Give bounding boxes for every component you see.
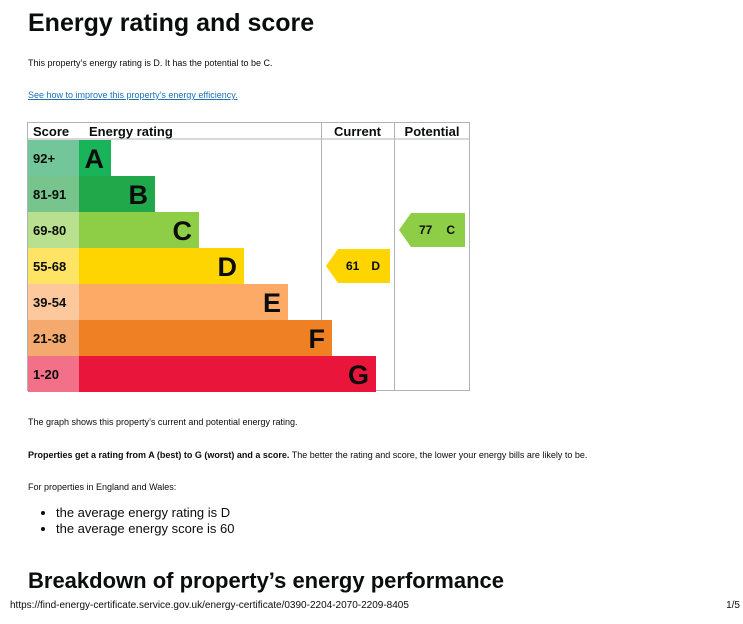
current-rating-arrow <box>326 249 390 283</box>
average-rating-item: the average energy rating is D <box>56 505 235 521</box>
rating-explanation: Properties get a rating from A (best) to… <box>28 449 587 461</box>
current-rating-score: 61 <box>346 259 360 273</box>
current-rating-letter: D <box>371 259 380 273</box>
averages-list: the average energy rating is D the avera… <box>28 505 235 537</box>
band-letter-f: F <box>309 324 326 354</box>
band-bar-g <box>79 356 376 392</box>
band-letter-c: C <box>173 216 193 246</box>
rating-bands: 92+ A 81-91 B 69-80 C 55-68 D 39-54 E 21-38 F 1-20 G <box>28 140 376 392</box>
score-header: Score <box>33 124 69 139</box>
band-score-cell-f <box>28 320 79 356</box>
band-score-cell-g <box>28 356 79 392</box>
band-bar-d <box>79 248 244 284</box>
band-score-cell-b <box>28 176 79 212</box>
rating-arrows: 61 D 77 C <box>326 213 465 283</box>
band-score-cell-e <box>28 284 79 320</box>
energy-rating-header: Energy rating <box>89 124 173 139</box>
band-range-f: 21-38 <box>33 331 66 346</box>
band-score-cell-a <box>28 140 79 176</box>
chart-headers: Score Energy rating Current Potential <box>33 124 459 139</box>
improve-efficiency-link-text[interactable]: See how to improve this property’s energ… <box>28 90 238 100</box>
band-score-cell-c <box>28 212 79 248</box>
band-bar-f <box>79 320 332 356</box>
improve-efficiency-link[interactable]: See how to improve this property’s energ… <box>28 89 238 101</box>
band-range-d: 55-68 <box>33 259 66 274</box>
rating-explanation-bold: Properties get a rating from A (best) to… <box>28 450 290 460</box>
band-letter-e: E <box>263 288 281 318</box>
potential-rating-score: 77 <box>419 223 433 237</box>
current-header: Current <box>334 124 382 139</box>
band-bar-c <box>79 212 199 248</box>
average-score-item: the average energy score is 60 <box>56 521 235 537</box>
band-letter-g: G <box>348 360 369 390</box>
potential-rating-arrow <box>399 213 465 247</box>
energy-rating-chart: Score Energy rating Current Potential 92+ A 8… <box>27 122 470 392</box>
rating-explanation-rest: The better the rating and score, the low… <box>289 450 588 460</box>
footer-url: https://find-energy-certificate.service.… <box>10 600 409 611</box>
band-range-e: 39-54 <box>33 295 67 310</box>
band-letter-b: B <box>129 180 149 210</box>
band-range-b: 81-91 <box>33 187 66 202</box>
band-range-c: 69-80 <box>33 223 66 238</box>
band-range-a: 92+ <box>33 151 55 166</box>
band-range-g: 1-20 <box>33 367 59 382</box>
graph-note: The graph shows this property’s current … <box>28 417 298 427</box>
potential-rating-letter: C <box>446 223 455 237</box>
band-score-cell-d <box>28 248 79 284</box>
page-title: Energy rating and score <box>28 9 315 37</box>
page-number: 1/5 <box>726 600 740 611</box>
band-letter-a: A <box>85 144 105 174</box>
breakdown-heading: Breakdown of property’s energy performan… <box>28 568 504 593</box>
band-bar-e <box>79 284 288 320</box>
band-letter-d: D <box>218 252 238 282</box>
band-bar-a <box>79 140 111 176</box>
region-note: For properties in England and Wales: <box>28 482 177 492</box>
rating-summary: This property’s energy rating is D. It h… <box>28 58 273 68</box>
potential-header: Potential <box>405 124 460 139</box>
band-bar-b <box>79 176 155 212</box>
